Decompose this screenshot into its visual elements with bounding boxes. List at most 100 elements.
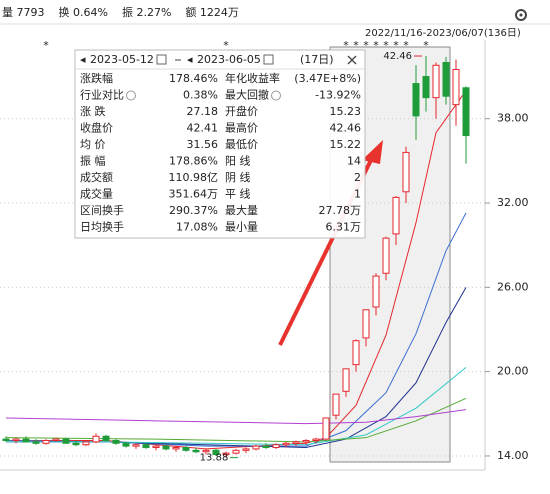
candle-body [102, 435, 110, 441]
stat-value: 15.22 [330, 138, 362, 151]
stat-label: 最大量 [225, 203, 258, 217]
help-icon [271, 90, 281, 101]
candle-body [142, 444, 150, 449]
stat-label: 成交额 [80, 170, 113, 184]
candle-body [302, 439, 310, 443]
candle-body [202, 449, 210, 453]
candle-body [22, 438, 30, 443]
stat-label: 阴 线 [225, 170, 251, 184]
candle-body [52, 438, 60, 441]
stat-label: 行业对比 [80, 88, 124, 102]
signal-marker: * [353, 39, 359, 52]
candle-body [442, 61, 450, 97]
candle-body [352, 340, 360, 366]
stat-value: 2 [354, 171, 361, 184]
stat-value: 110.98亿 [169, 171, 219, 184]
panel-box [74, 49, 366, 239]
stat-label: 日均换手 [80, 220, 124, 234]
gear-center [519, 13, 523, 17]
candle-body [362, 309, 370, 339]
end-date[interactable]: 2023-06-05 [197, 53, 261, 66]
header-stat: 量 7793 [2, 6, 45, 19]
candle-body [42, 439, 50, 444]
candle-body [252, 445, 260, 450]
calendar-icon[interactable] [156, 54, 167, 65]
day-count: (17日) [300, 53, 334, 66]
y-tick-label: 14.00 [497, 449, 529, 462]
nav-left[interactable]: ◂ [187, 53, 193, 66]
y-tick-label: 38.00 [497, 112, 529, 125]
candle-body [2, 438, 10, 441]
candle-body [372, 275, 380, 308]
nav-left[interactable]: ◂ [80, 53, 86, 66]
stats-panel: ◂ 2023-05-12 ◂ 2023-06-05 (17日) 涨跌幅 178.4… [74, 49, 366, 239]
candle-body [422, 76, 430, 99]
stat-value: 6.31万 [326, 221, 362, 234]
stat-value: 27.18 [187, 105, 219, 118]
candle-body [382, 237, 390, 274]
signal-marker: * [43, 39, 49, 52]
stat-label: 最低价 [225, 138, 258, 151]
candle-body [12, 438, 20, 441]
stat-label: 开盘价 [225, 104, 258, 118]
candle-body [322, 417, 330, 440]
candle-body [282, 442, 290, 446]
calendar-icon[interactable] [263, 54, 274, 65]
candle-body [402, 151, 410, 193]
stat-value: 351.64万 [169, 188, 219, 201]
candle-body [162, 445, 170, 450]
arrow-head [362, 140, 383, 164]
candle-body [462, 87, 470, 137]
close-button[interactable] [347, 55, 357, 65]
candle-body [342, 368, 350, 392]
stat-label: 区间换手 [80, 203, 124, 217]
stat-label: 均 价 [80, 138, 106, 151]
candle-body [262, 445, 270, 449]
candle-body [172, 447, 180, 450]
stat-label: 最小量 [225, 221, 258, 234]
candle-body [312, 438, 320, 441]
signal-marker: * [383, 39, 389, 52]
candle-body [182, 447, 190, 451]
candle-body [232, 449, 240, 454]
signal-marker: * [423, 39, 429, 52]
moving-average [5, 409, 467, 425]
help-icon [126, 90, 136, 101]
stat-value: 178.46% [169, 72, 218, 85]
candle-body [112, 439, 120, 444]
y-tick-label: 26.00 [497, 280, 529, 293]
candle-body [32, 441, 40, 444]
stat-label: 阳 线 [225, 154, 251, 168]
candle-body [392, 196, 400, 235]
candle-body [92, 435, 100, 443]
candle-body [292, 441, 300, 444]
stat-value: (3.47E+8%) [294, 72, 361, 85]
candle-body [432, 64, 440, 99]
stat-label: 最大回撤 [225, 88, 269, 102]
gear[interactable] [515, 9, 527, 21]
signal-marker: * [373, 39, 379, 52]
stat-label: 平 线 [225, 187, 251, 201]
low-annotation: 13.88 [200, 453, 229, 464]
stat-value: -13.92% [315, 89, 361, 102]
stat-value: 1 [354, 188, 361, 201]
candle-body [272, 444, 280, 449]
stat-label: 涨跌幅 [80, 71, 113, 85]
settings-icon[interactable] [515, 9, 527, 21]
y-tick-label: 32.00 [497, 196, 529, 209]
candle-body [412, 83, 420, 117]
stat-value: 14 [347, 155, 361, 168]
candle-body [452, 69, 460, 106]
moving-average [5, 397, 467, 443]
stat-value: 42.41 [187, 122, 219, 135]
stat-value: 42.46 [330, 122, 362, 135]
stat-label: 最高价 [225, 121, 258, 135]
stat-value: 0.38% [183, 89, 218, 102]
start-date[interactable]: 2023-05-12 [90, 53, 154, 66]
stat-value: 27.78万 [319, 204, 362, 217]
signal-marker: * [393, 39, 399, 52]
header-stat: 额 1224万 [185, 6, 239, 19]
signal-marker: * [223, 39, 229, 52]
